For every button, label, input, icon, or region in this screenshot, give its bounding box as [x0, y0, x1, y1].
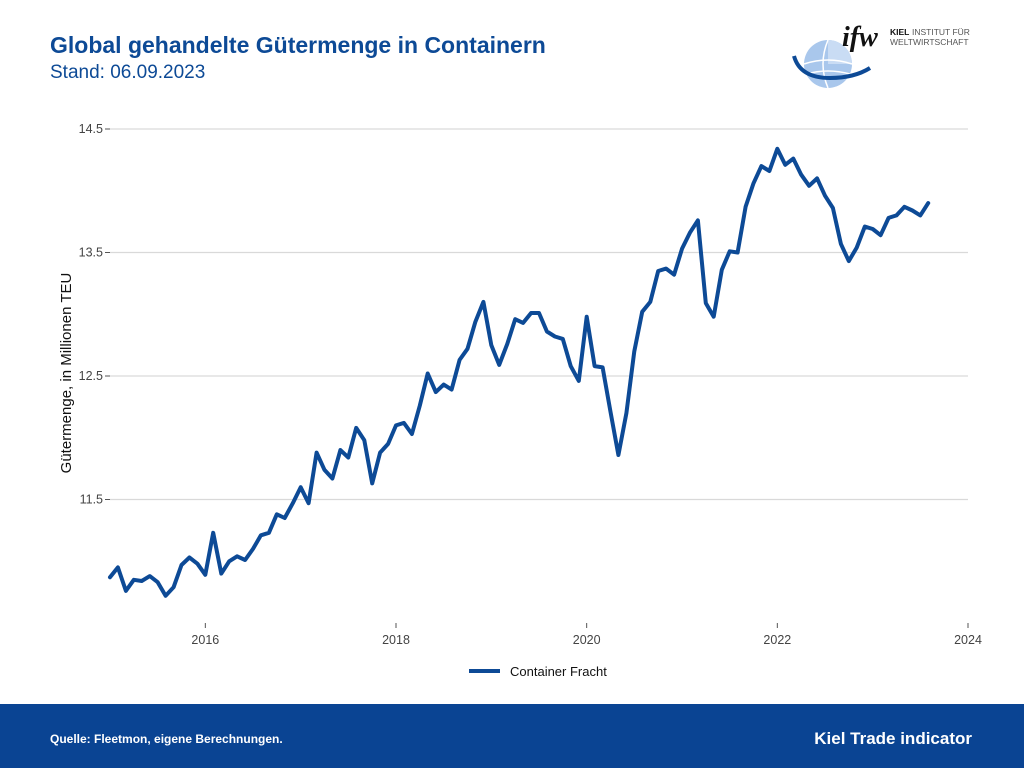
gridlines	[110, 128, 968, 501]
globe-icon	[792, 39, 872, 89]
line-chart: 11.5 12.5 13.5 14.5 2016 2018 2020 2022 2024 Güt…	[58, 122, 982, 679]
logo-ifw-text: ifw	[842, 22, 878, 53]
series-line-container-fracht	[108, 146, 931, 598]
brand-label: Kiel Trade indicator	[814, 729, 972, 748]
footer-bar: Quelle: Fleetmon, eigene Berechnungen. K…	[0, 704, 1024, 768]
x-tick-label: 2016	[191, 633, 219, 647]
chart-title: Global gehandelte Gütermenge in Containe…	[50, 32, 546, 58]
x-tick-label: 2022	[763, 633, 791, 647]
axes: 11.5 12.5 13.5 14.5 2016 2018 2020 2022 2024	[79, 122, 982, 647]
y-tick-label: 13.5	[79, 246, 103, 260]
legend-label: Container Fracht	[510, 664, 607, 679]
logo-kiel-text: KIEL	[890, 27, 909, 37]
y-tick-label: 14.5	[79, 122, 103, 136]
ifw-logo: ifw KIEL INSTITUT FÜR WELTWIRTSCHAFT	[792, 22, 970, 89]
y-tick-label: 12.5	[79, 369, 103, 383]
legend: Container Fracht	[469, 664, 607, 679]
y-tick-label: 11.5	[80, 493, 103, 507]
logo-line2-text: WELTWIRTSCHAFT	[890, 37, 969, 47]
x-tick-label: 2024	[954, 633, 982, 647]
chart-date: Stand: 06.09.2023	[50, 62, 206, 83]
series-layer	[108, 146, 931, 598]
x-tick-label: 2018	[382, 633, 410, 647]
source-note: Quelle: Fleetmon, eigene Berechnungen.	[50, 732, 283, 746]
x-tick-label: 2020	[573, 633, 601, 647]
y-axis-label: Gütermenge, in Millionen TEU	[58, 273, 75, 474]
logo-line1-text: INSTITUT FÜR	[912, 27, 970, 37]
